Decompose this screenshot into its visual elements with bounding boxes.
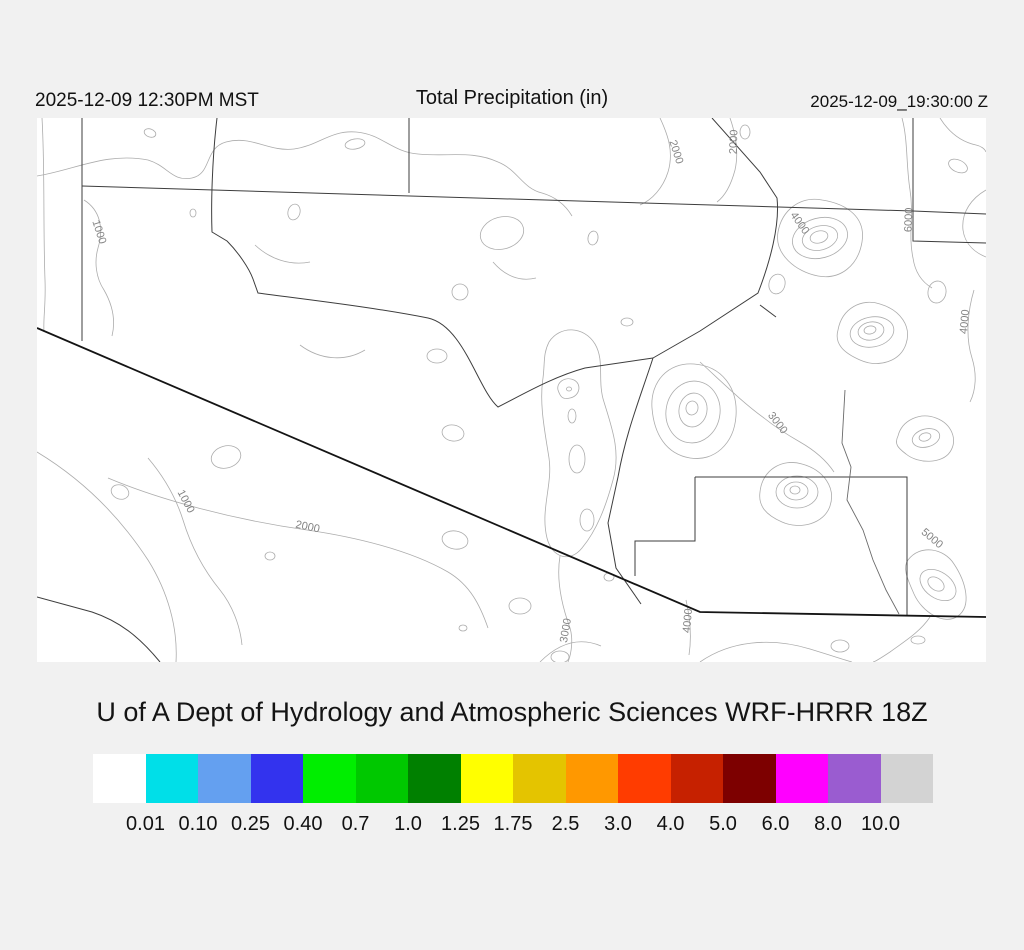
- colorbar-tick-label: 4.0: [656, 813, 685, 835]
- colorbar: [93, 754, 933, 803]
- colorbar-tick-label: 2.5: [551, 813, 580, 835]
- map-background: [37, 118, 986, 662]
- contour-label: 6000: [903, 207, 916, 232]
- contour-label: 4000: [681, 608, 695, 633]
- mexico-border-line: [37, 327, 986, 618]
- colorbar-swatch: [670, 754, 723, 803]
- colorbar-swatch: [93, 754, 146, 803]
- elevation-contours: [37, 118, 986, 662]
- colorbar-swatch: [145, 754, 198, 803]
- colorbar-swatch: [408, 754, 461, 803]
- contour-label: 3000: [558, 617, 574, 643]
- county-borders: [37, 118, 986, 662]
- colorbar-swatch: [198, 754, 251, 803]
- colorbar-tick-label: 0.10: [178, 813, 218, 835]
- colorbar-tick-label: 1.75: [493, 813, 533, 835]
- colorbar-swatch: [880, 754, 933, 803]
- colorbar-swatch: [565, 754, 618, 803]
- colorbar-tick-label: 3.0: [604, 813, 632, 835]
- colorbar-tick-label: 1.25: [441, 813, 480, 835]
- colorbar-tick-label: 0.40: [283, 813, 323, 835]
- colorbar-swatch: [828, 754, 881, 803]
- colorbar-swatch: [513, 754, 566, 803]
- colorbar-tick-label: 6.0: [761, 813, 790, 835]
- colorbar-tick-label: 8.0: [814, 813, 842, 835]
- contour-label: 2000: [728, 129, 741, 154]
- contour-label: 4000: [958, 309, 972, 334]
- colorbar-tick-label: 0.7: [341, 813, 370, 835]
- model-caption: U of A Dept of Hydrology and Atmospheric…: [96, 697, 928, 727]
- colorbar-tick-label: 0.25: [231, 813, 270, 835]
- colorbar-tick-label: 0.01: [126, 813, 165, 835]
- colorbar-swatch: [775, 754, 828, 803]
- contour-label: 2000: [294, 519, 320, 536]
- colorbar-tick-label: 1.0: [394, 813, 422, 835]
- river-line: [841, 389, 900, 615]
- page-title: Total Precipitation (in): [415, 87, 609, 109]
- colorbar-swatch: [460, 754, 513, 803]
- valid-time-local: 2025-12-09 12:30PM MST: [35, 90, 259, 111]
- colorbar-swatch: [250, 754, 303, 803]
- colorbar-labels: 0.01 0.10 0.25 0.40 0.7 1.0 1.25 1.75 2.5 3.0 4.0 5…: [93, 813, 933, 839]
- colorbar-tick-label: 5.0: [709, 813, 737, 835]
- colorbar-swatch: [618, 754, 671, 803]
- colorbar-swatch: [303, 754, 356, 803]
- colorbar-tick-label: 10.0: [861, 813, 900, 835]
- colorbar-swatch: [355, 754, 408, 803]
- valid-time-utc: 2025-12-09_19:30:00 Z: [810, 92, 988, 111]
- colorbar-swatch: [723, 754, 776, 803]
